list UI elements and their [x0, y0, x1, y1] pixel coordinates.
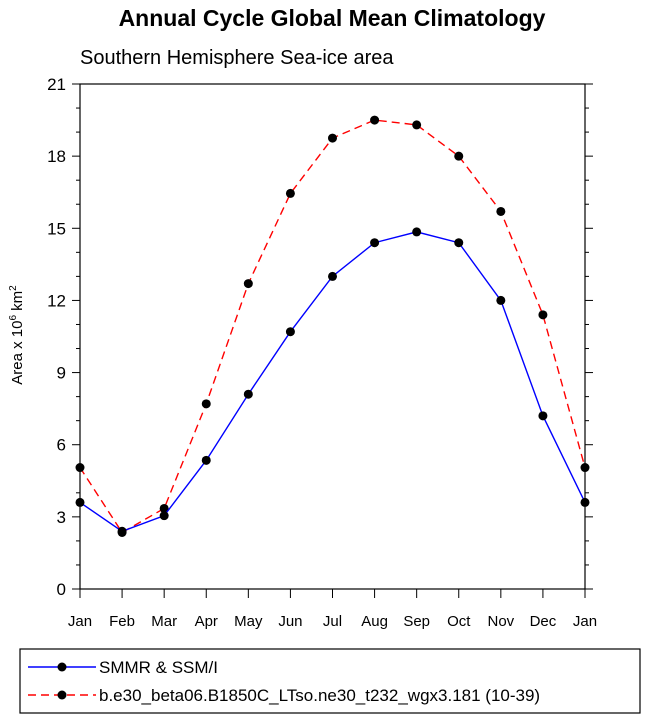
series-1-point [75, 463, 85, 473]
series-0-point [538, 411, 548, 421]
series-0-point [496, 295, 506, 305]
y-tick-label: 0 [57, 580, 66, 599]
chart-subtitle: Southern Hemisphere Sea-ice area [80, 47, 394, 69]
series-line-1 [79, 119, 586, 534]
x-tick-label: Apr [195, 613, 218, 630]
legend: SMMR & SSM/I b.e30_beta06.B1850C_LTso.ne3… [19, 648, 641, 714]
series-0-point [454, 238, 464, 248]
y-tick-label: 6 [57, 436, 66, 455]
series-1-point [538, 310, 548, 320]
series-0-point [75, 497, 85, 507]
x-tick-label: Jan [573, 613, 597, 630]
y-tick-label: 15 [47, 219, 66, 238]
y-tick-label: 18 [47, 147, 66, 166]
series-1-point [285, 188, 295, 198]
legend-marker-0 [57, 662, 67, 672]
series-1-point [159, 503, 169, 513]
x-tick-label: Mar [151, 613, 177, 630]
x-tick-label: Nov [487, 613, 514, 630]
series-1-point [580, 463, 590, 473]
y-axis-ticks: 0 3 6 9 12 15 18 21 [47, 75, 593, 599]
legend-label-0: SMMR & SSM/I [99, 658, 218, 677]
x-tick-label: Aug [361, 613, 388, 630]
series-0-point [243, 389, 253, 399]
legend-items: SMMR & SSM/I b.e30_beta06.B1850C_LTso.ne3… [28, 658, 540, 705]
series-0-point [201, 455, 211, 465]
x-tick-label: Sep [403, 613, 430, 630]
series-1-point [496, 206, 506, 216]
x-tick-label: Jan [68, 613, 92, 630]
series-0-point [580, 497, 590, 507]
series-1-point [328, 133, 337, 143]
y-tick-label: 9 [57, 364, 66, 383]
x-tick-label: Feb [109, 613, 135, 630]
series-0-point [117, 526, 127, 536]
plot-area-frame [79, 83, 586, 590]
x-tick-label: May [234, 613, 263, 630]
series-1-point [412, 120, 422, 130]
y-tick-label: 21 [47, 75, 66, 94]
series-0-point [159, 511, 169, 521]
series-1-point [370, 115, 380, 125]
series-0-point [370, 238, 380, 248]
series-1-point [454, 151, 464, 161]
y-axis-label-exp1: 6 [8, 315, 19, 321]
y-axis-label: Area x 106 km2 [8, 285, 26, 385]
legend-box [19, 648, 641, 714]
series-0-point [412, 227, 422, 237]
x-axis-ticks: Jan Feb Mar Apr May Jun Jul Aug Sep Oct Nov Dec Jan [68, 589, 597, 630]
chart-title: Annual Cycle Global Mean Climatology [119, 5, 546, 31]
legend-marker-1 [57, 690, 67, 700]
series-layer [75, 115, 590, 537]
y-axis-label-exp2: 2 [8, 285, 19, 291]
y-tick-label: 3 [57, 508, 66, 527]
x-tick-label: Oct [447, 613, 471, 630]
x-tick-label: Jun [278, 613, 302, 630]
x-tick-label: Jul [323, 613, 342, 630]
series-1-point [201, 399, 211, 409]
x-tick-label: Dec [530, 613, 557, 630]
legend-label-1: b.e30_beta06.B1850C_LTso.ne30_t232_wgx3.… [99, 686, 540, 705]
series-1-point [243, 279, 253, 289]
series-0-point [285, 327, 295, 337]
y-tick-label: 12 [47, 291, 66, 310]
series-0-point [328, 271, 337, 281]
